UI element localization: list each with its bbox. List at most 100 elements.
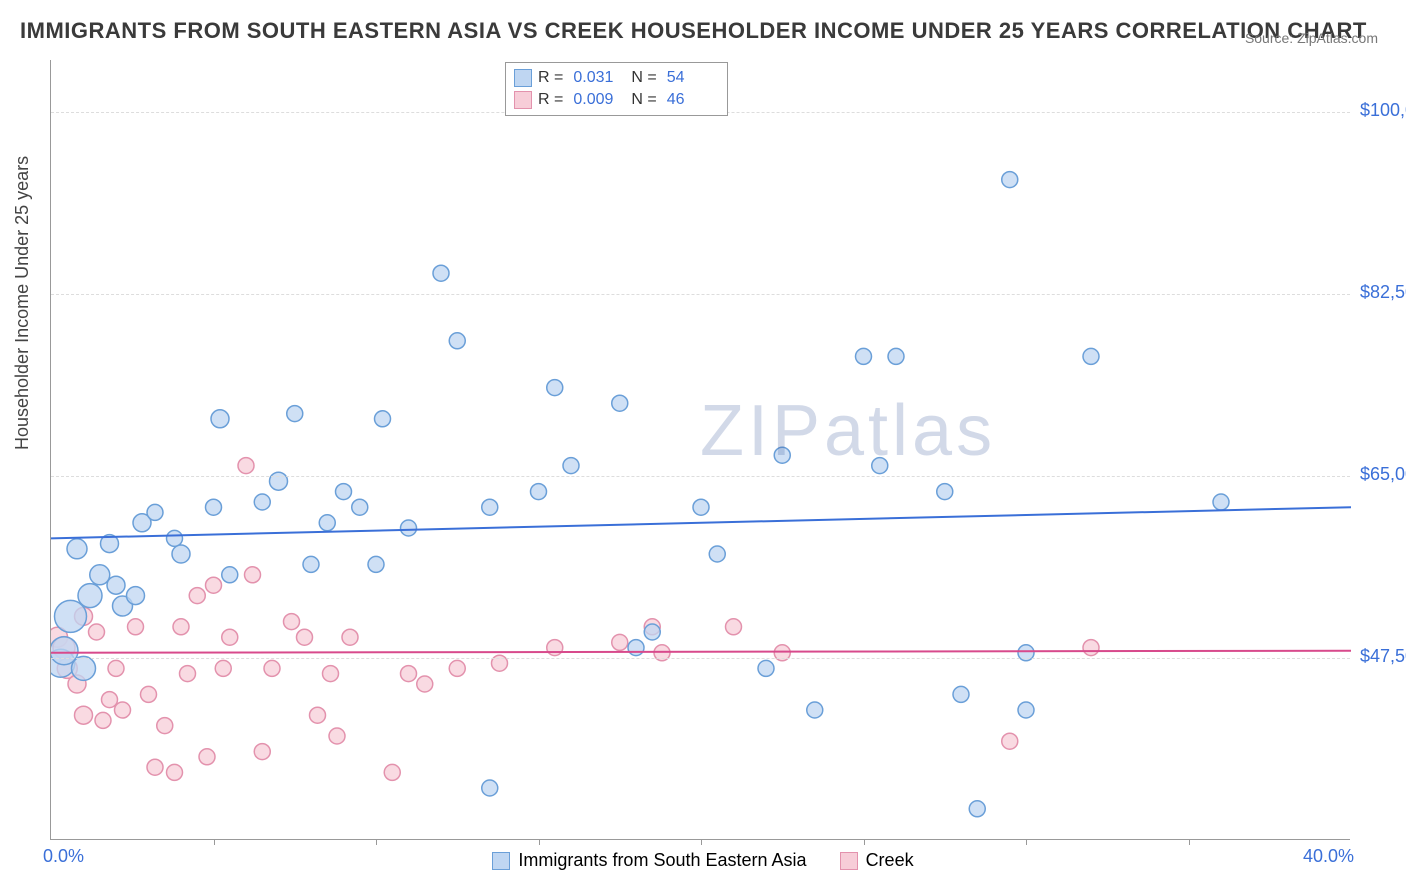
data-point-creek	[1002, 733, 1018, 749]
data-point-creek	[102, 692, 118, 708]
legend-item-immigrants: Immigrants from South Eastern Asia	[492, 850, 806, 871]
n-label: N =	[631, 69, 656, 87]
data-point-creek	[189, 588, 205, 604]
data-point-immigrants	[127, 587, 145, 605]
ytick-label: $65,000	[1360, 464, 1406, 485]
data-point-creek	[284, 614, 300, 630]
data-point-immigrants	[709, 546, 725, 562]
data-point-creek	[167, 764, 183, 780]
data-point-creek	[254, 744, 270, 760]
data-point-creek	[245, 567, 261, 583]
data-point-immigrants	[107, 576, 125, 594]
legend-row-immigrants: R = 0.031 N = 54	[514, 67, 719, 89]
data-point-immigrants	[644, 624, 660, 640]
xtick	[701, 839, 702, 845]
y-axis-label: Householder Income Under 25 years	[12, 156, 33, 450]
xtick	[539, 839, 540, 845]
data-point-immigrants	[67, 539, 87, 559]
swatch-immigrants	[492, 852, 510, 870]
data-point-immigrants	[612, 395, 628, 411]
gridline	[51, 294, 1350, 295]
data-point-creek	[401, 666, 417, 682]
data-point-creek	[180, 666, 196, 682]
legend-label-immigrants: Immigrants from South Eastern Asia	[518, 850, 806, 871]
data-point-creek	[75, 706, 93, 724]
data-point-creek	[141, 686, 157, 702]
data-point-immigrants	[531, 484, 547, 500]
data-point-creek	[323, 666, 339, 682]
data-point-immigrants	[352, 499, 368, 515]
swatch-creek	[514, 91, 532, 109]
swatch-creek	[840, 852, 858, 870]
gridline	[51, 476, 1350, 477]
data-point-immigrants	[72, 656, 96, 680]
data-point-creek	[310, 707, 326, 723]
data-point-immigrants	[401, 520, 417, 536]
ytick-label: $100,000	[1360, 100, 1406, 121]
chart-plot-area: $47,500$65,000$82,500$100,0000.0%40.0%	[50, 60, 1350, 840]
data-point-immigrants	[563, 458, 579, 474]
data-point-immigrants	[375, 411, 391, 427]
data-point-creek	[128, 619, 144, 635]
data-point-immigrants	[319, 515, 335, 531]
r-label: R =	[538, 69, 563, 87]
data-point-immigrants	[1002, 172, 1018, 188]
data-point-creek	[329, 728, 345, 744]
data-point-immigrants	[90, 565, 110, 585]
data-point-immigrants	[969, 801, 985, 817]
data-point-creek	[1083, 640, 1099, 656]
correlation-legend: R = 0.031 N = 54 R = 0.009 N = 46	[505, 62, 728, 116]
n-label: N =	[631, 91, 656, 109]
data-point-creek	[612, 634, 628, 650]
data-point-creek	[238, 458, 254, 474]
data-point-creek	[547, 640, 563, 656]
data-point-immigrants	[433, 265, 449, 281]
data-point-creek	[115, 702, 131, 718]
data-point-creek	[147, 759, 163, 775]
data-point-creek	[199, 749, 215, 765]
data-point-immigrants	[449, 333, 465, 349]
n-value-creek: 46	[667, 91, 719, 109]
swatch-immigrants	[514, 69, 532, 87]
xtick	[214, 839, 215, 845]
xtick	[376, 839, 377, 845]
r-label: R =	[538, 91, 563, 109]
data-point-immigrants	[222, 567, 238, 583]
data-point-creek	[173, 619, 189, 635]
data-point-immigrants	[211, 410, 229, 428]
data-point-immigrants	[482, 780, 498, 796]
data-point-creek	[726, 619, 742, 635]
gridline	[51, 658, 1350, 659]
xtick	[864, 839, 865, 845]
data-point-immigrants	[547, 380, 563, 396]
r-value-immigrants: 0.031	[573, 69, 625, 87]
data-point-creek	[264, 660, 280, 676]
data-point-creek	[108, 660, 124, 676]
n-value-immigrants: 54	[667, 69, 719, 87]
data-point-creek	[384, 764, 400, 780]
data-point-immigrants	[1018, 702, 1034, 718]
ytick-label: $47,500	[1360, 646, 1406, 667]
legend-row-creek: R = 0.009 N = 46	[514, 89, 719, 111]
data-point-creek	[449, 660, 465, 676]
data-point-immigrants	[888, 348, 904, 364]
source-label: Source: ZipAtlas.com	[1245, 30, 1378, 46]
data-point-immigrants	[368, 556, 384, 572]
data-point-immigrants	[937, 484, 953, 500]
data-point-immigrants	[167, 530, 183, 546]
series-legend: Immigrants from South Eastern Asia Creek	[0, 850, 1406, 875]
chart-title: IMMIGRANTS FROM SOUTH EASTERN ASIA VS CR…	[20, 18, 1367, 44]
legend-item-creek: Creek	[840, 850, 914, 871]
data-point-immigrants	[147, 504, 163, 520]
data-point-creek	[215, 660, 231, 676]
data-point-creek	[206, 577, 222, 593]
data-point-creek	[222, 629, 238, 645]
data-point-immigrants	[1083, 348, 1099, 364]
ytick-label: $82,500	[1360, 282, 1406, 303]
data-point-immigrants	[287, 406, 303, 422]
data-point-immigrants	[172, 545, 190, 563]
data-point-immigrants	[758, 660, 774, 676]
trend-line-creek	[51, 651, 1351, 653]
legend-label-creek: Creek	[866, 850, 914, 871]
xtick	[1026, 839, 1027, 845]
